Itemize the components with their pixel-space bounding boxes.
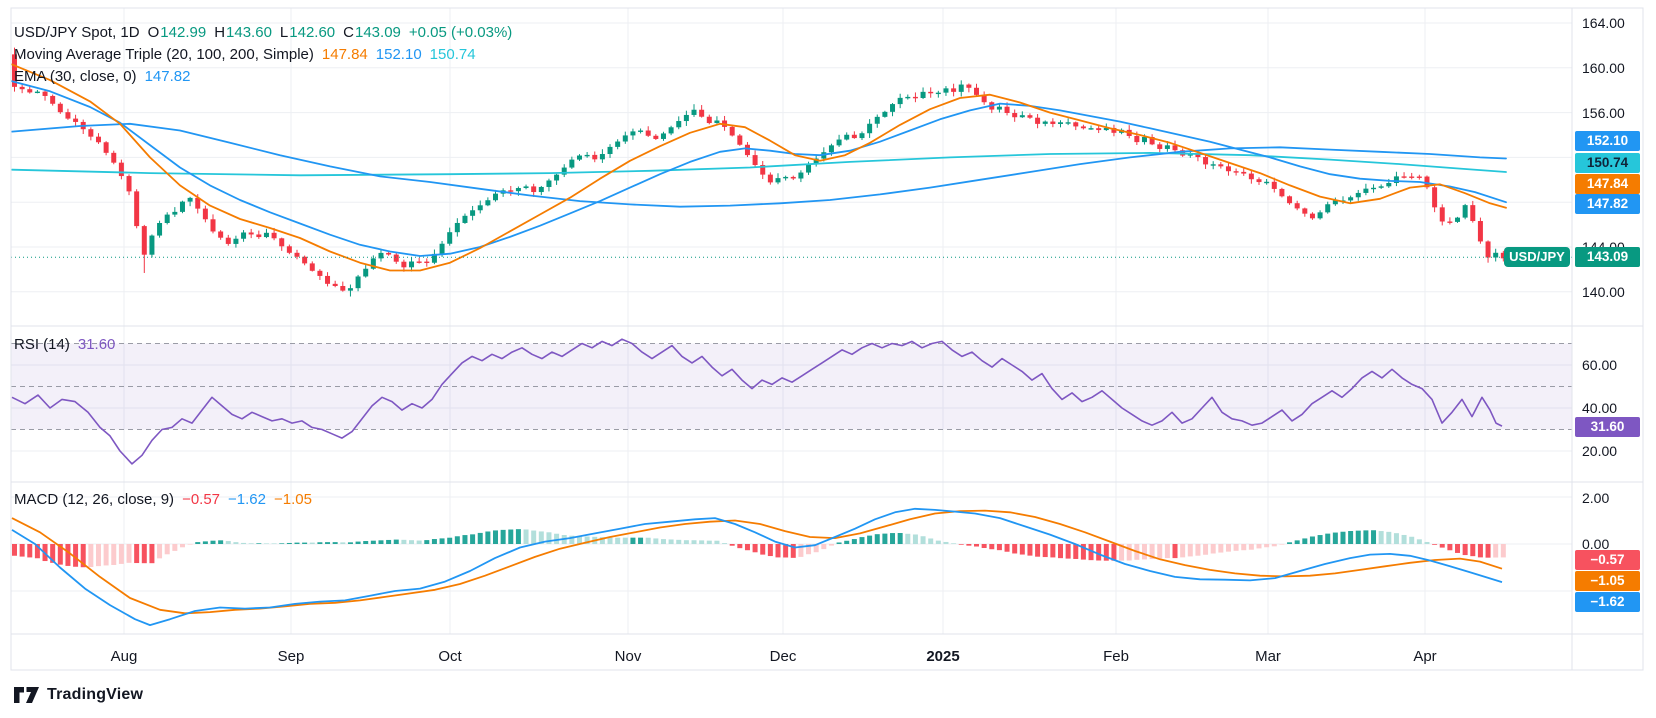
macd-legend[interactable]: MACD (12, 26, close, 9) −0.57 −1.62 −1.0… bbox=[14, 492, 312, 508]
rsi-axis-label: 60.00 bbox=[1582, 357, 1618, 373]
time-axis-label: Feb bbox=[1103, 648, 1129, 665]
ma200-value: 150.74 bbox=[429, 46, 476, 63]
symbol-badge: USD/JPY bbox=[1504, 247, 1570, 267]
macd-signal-value: −1.05 bbox=[274, 491, 312, 508]
ma20-value: 147.84 bbox=[321, 46, 368, 63]
macd-axis-label: 2.00 bbox=[1582, 490, 1610, 506]
ma-price-badge: 150.74 bbox=[1575, 153, 1640, 173]
time-axis-label: Oct bbox=[438, 648, 462, 665]
ohlc-close: C 143.09 bbox=[343, 24, 401, 41]
time-axis-label: Nov bbox=[614, 648, 642, 665]
rsi-band bbox=[11, 343, 1572, 430]
macd-value-badge: −1.62 bbox=[1575, 592, 1640, 612]
time-axis-label: 2025 bbox=[926, 648, 960, 665]
macd-title: MACD (12, 26, close, 9) bbox=[14, 491, 175, 508]
ma-price-badge: 147.82 bbox=[1575, 194, 1640, 214]
macd-line-value: −1.62 bbox=[228, 491, 266, 508]
rsi-axis-label: 20.00 bbox=[1582, 443, 1618, 459]
ma-price-badge: 147.84 bbox=[1575, 174, 1640, 194]
rsi-legend[interactable]: RSI (14) 31.60 bbox=[14, 337, 115, 353]
ma-triple-title: Moving Average Triple (20, 100, 200, Sim… bbox=[14, 46, 314, 63]
price-axis-label: 156.00 bbox=[1582, 105, 1625, 121]
time-axis-label: Sep bbox=[277, 648, 305, 665]
time-axis-label: Dec bbox=[769, 648, 797, 665]
rsi-axis-label: 40.00 bbox=[1582, 400, 1618, 416]
price-axis-label: 160.00 bbox=[1582, 60, 1625, 76]
macd-value-badge: −1.05 bbox=[1575, 571, 1640, 591]
current-price-badge: 143.09 bbox=[1575, 247, 1640, 267]
time-axis-label: Mar bbox=[1255, 648, 1281, 665]
price-axis-label: 164.00 bbox=[1582, 15, 1625, 31]
ohlc-open: O 142.99 bbox=[147, 24, 207, 41]
ema-legend[interactable]: EMA (30, close, 0) 147.82 bbox=[14, 69, 190, 85]
time-axis-label: Aug bbox=[110, 648, 138, 665]
macd-axis-label: 0.00 bbox=[1582, 536, 1610, 552]
time-axis-label: Apr bbox=[1413, 648, 1437, 665]
rsi-title: RSI (14) bbox=[14, 336, 70, 353]
macd-value-badge: −0.57 bbox=[1575, 550, 1640, 570]
moving-averages bbox=[11, 63, 1507, 272]
price-axis-label: 140.00 bbox=[1582, 284, 1625, 300]
ma-price-badge: 152.10 bbox=[1575, 131, 1640, 151]
symbol-title: USD/JPY Spot, 1D bbox=[14, 24, 140, 41]
ma100-value: 152.10 bbox=[375, 46, 422, 63]
ma-triple-legend[interactable]: Moving Average Triple (20, 100, 200, Sim… bbox=[14, 47, 476, 63]
panel-separators bbox=[10, 7, 1644, 671]
rsi-value: 31.60 bbox=[77, 336, 116, 353]
ema30-value: 147.82 bbox=[144, 68, 191, 85]
tradingview-logo-text: TradingView bbox=[47, 686, 144, 703]
change-value: +0.05 (+0.03%) bbox=[408, 24, 513, 41]
tradingview-logo-icon bbox=[14, 687, 39, 703]
macd-histogram bbox=[12, 529, 1506, 568]
main-series-legend[interactable]: USD/JPY Spot, 1D O 142.99 H 143.60 L 142.60… bbox=[14, 25, 512, 41]
macd-hist-value: −0.57 bbox=[182, 491, 221, 508]
macd-lines bbox=[11, 507, 1503, 626]
rsi-value-badge: 31.60 bbox=[1575, 417, 1640, 437]
ohlc-low: L 142.60 bbox=[279, 24, 336, 41]
tradingview-logo[interactable]: TradingView bbox=[13, 686, 143, 704]
ema-title: EMA (30, close, 0) bbox=[14, 68, 137, 85]
rsi-line bbox=[11, 338, 1503, 465]
candlestick-series bbox=[12, 47, 1506, 297]
ohlc-high: H 143.60 bbox=[214, 24, 272, 41]
